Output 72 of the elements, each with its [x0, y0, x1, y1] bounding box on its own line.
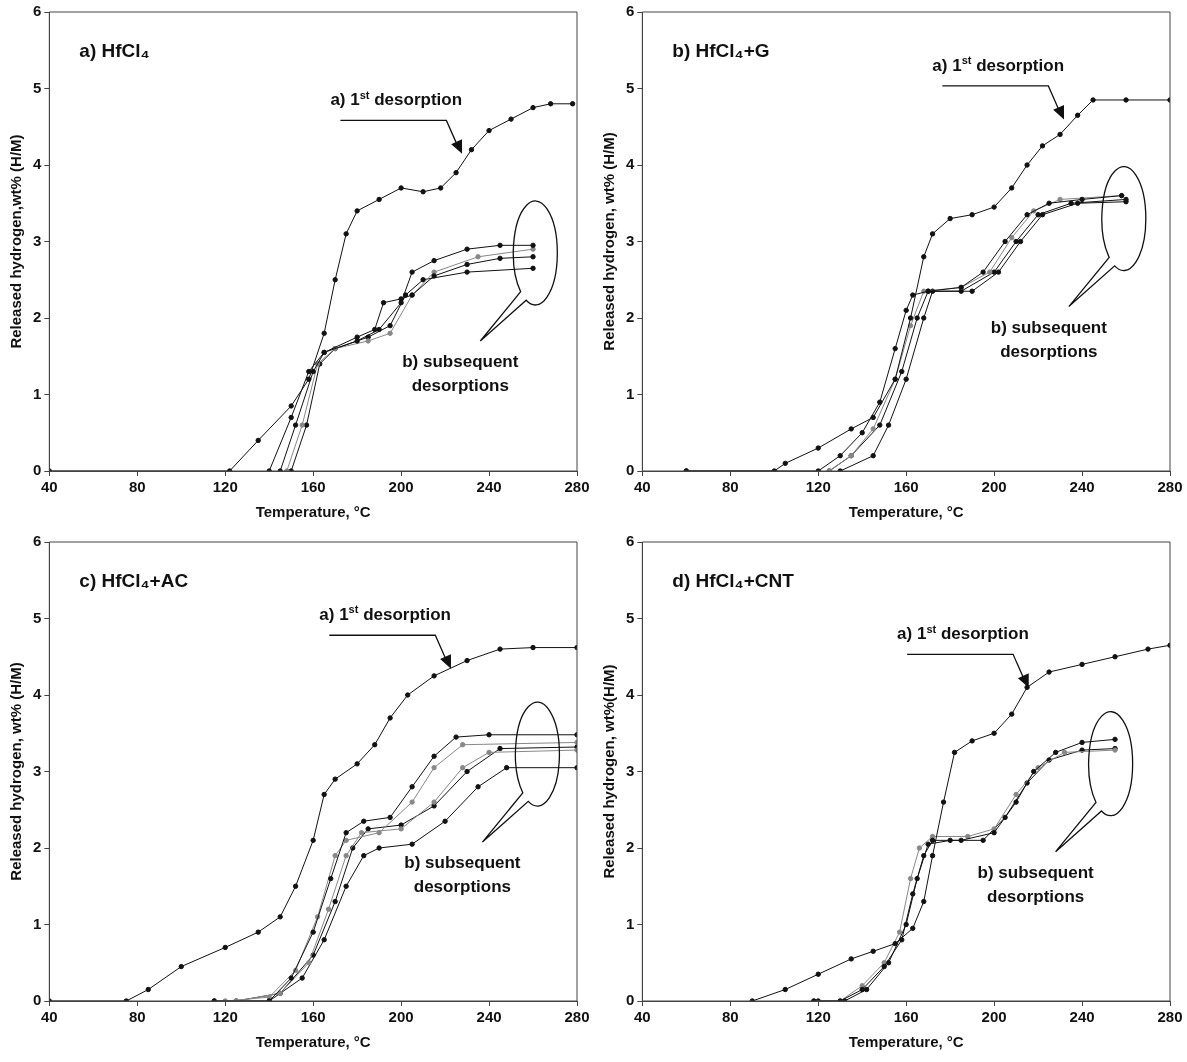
- y-tick-label: 4: [626, 685, 635, 703]
- x-tick-label: 120: [805, 1008, 831, 1026]
- y-tick-label: 3: [626, 761, 635, 779]
- y-tick-label: 2: [33, 308, 42, 326]
- x-tick-label: 280: [564, 478, 590, 496]
- y-tick-label: 5: [33, 78, 42, 96]
- x-tick-label: 160: [300, 478, 326, 496]
- y-tick-label: 3: [626, 231, 635, 249]
- x-tick-label: 120: [212, 1008, 238, 1026]
- x-tick-label: 80: [128, 1008, 146, 1026]
- y-axis-title: Released hydrogen, wt%(H/M): [600, 664, 618, 879]
- annotation: b) subsequent desorptions: [402, 351, 519, 395]
- x-tick-label: 240: [1069, 478, 1095, 496]
- y-tick-label: 2: [626, 308, 635, 326]
- y-tick-label: 0: [33, 991, 42, 1009]
- x-tick-label: 160: [893, 1008, 919, 1026]
- x-tick-label: 40: [634, 1008, 651, 1026]
- y-tick-label: 4: [33, 155, 42, 173]
- text: c) HfCl₄+AC: [79, 570, 189, 591]
- y-axis-title: Released hydrogen,wt% (H/M): [7, 134, 25, 349]
- x-tick-label: 200: [388, 1008, 414, 1026]
- annotation: b) subsequent desorptions: [404, 853, 521, 897]
- y-tick-label: 4: [626, 155, 635, 173]
- x-tick-label: 40: [41, 478, 58, 496]
- text: a) HfCl₄: [79, 40, 150, 61]
- x-tick-label: 280: [564, 1008, 590, 1026]
- x-tick-label: 280: [1157, 1008, 1183, 1026]
- y-tick-label: 2: [33, 838, 42, 856]
- y-tick-label: 0: [626, 991, 635, 1009]
- x-tick-label: 120: [212, 478, 238, 496]
- x-tick-label: 160: [300, 1008, 326, 1026]
- y-tick-label: 6: [33, 532, 42, 550]
- x-tick-label: 200: [388, 478, 414, 496]
- x-axis-title: Temperature, °C: [255, 503, 371, 521]
- x-tick-label: 80: [721, 478, 739, 496]
- y-tick-label: 3: [33, 761, 42, 779]
- y-axis-title: Released hydrogen, wt% (H/M): [7, 662, 25, 881]
- x-tick-label: 40: [41, 1008, 58, 1026]
- x-axis-title: Temperature, °C: [848, 1033, 964, 1051]
- annotation: b) subsequent desorptions: [990, 317, 1108, 361]
- x-tick-label: 200: [981, 478, 1007, 496]
- x-tick-label: 80: [128, 478, 146, 496]
- x-axis-title: Temperature, °C: [848, 503, 964, 521]
- y-tick-label: 1: [33, 914, 42, 932]
- y-tick-label: 4: [33, 685, 42, 703]
- text: d) HfCl₄+CNT: [672, 570, 795, 591]
- x-tick-label: 120: [805, 478, 831, 496]
- x-tick-label: 280: [1157, 478, 1183, 496]
- y-tick-label: 0: [626, 461, 635, 479]
- y-tick-label: 1: [626, 384, 635, 402]
- x-tick-label: 240: [1069, 1008, 1095, 1026]
- y-tick-label: 6: [626, 532, 635, 550]
- annotation: b) subsequent desorptions: [977, 862, 1095, 906]
- y-tick-label: 3: [33, 231, 42, 249]
- y-tick-label: 6: [626, 2, 635, 20]
- y-tick-label: 0: [33, 461, 42, 479]
- x-tick-label: 200: [981, 1008, 1007, 1026]
- y-tick-label: 6: [33, 2, 42, 20]
- y-tick-label: 5: [626, 78, 635, 96]
- y-tick-label: 5: [33, 608, 42, 626]
- x-tick-label: 240: [476, 1008, 502, 1026]
- y-axis-title: Released hydrogen, wt% (H/M): [600, 132, 618, 351]
- x-tick-label: 80: [721, 1008, 739, 1026]
- x-tick-label: 40: [634, 478, 651, 496]
- y-tick-label: 1: [33, 384, 42, 402]
- y-tick-label: 1: [626, 914, 635, 932]
- y-tick-label: 2: [626, 838, 635, 856]
- x-tick-label: 240: [476, 478, 502, 496]
- y-tick-label: 5: [626, 608, 635, 626]
- text: b) HfCl₄+G: [672, 40, 770, 61]
- x-axis-title: Temperature, °C: [255, 1033, 371, 1051]
- x-tick-label: 160: [893, 478, 919, 496]
